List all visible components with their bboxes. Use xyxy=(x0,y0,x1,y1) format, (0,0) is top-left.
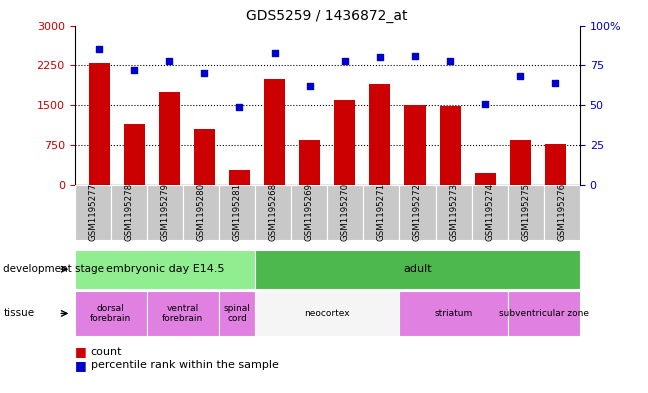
Text: striatum: striatum xyxy=(434,309,473,318)
Bar xyxy=(299,140,320,185)
Bar xyxy=(194,129,215,185)
Bar xyxy=(255,291,399,336)
Point xyxy=(305,83,315,89)
Bar xyxy=(264,79,285,185)
Bar xyxy=(159,92,180,185)
Point xyxy=(94,46,104,53)
Text: GSM1195271: GSM1195271 xyxy=(377,183,386,241)
Bar xyxy=(291,185,327,240)
Bar xyxy=(327,185,364,240)
Text: GSM1195277: GSM1195277 xyxy=(88,183,97,241)
Text: ventral
forebrain: ventral forebrain xyxy=(162,304,203,323)
Text: GSM1195281: GSM1195281 xyxy=(233,183,242,241)
Point xyxy=(270,50,280,56)
Text: embryonic day E14.5: embryonic day E14.5 xyxy=(106,264,224,274)
Point xyxy=(129,67,139,73)
Bar xyxy=(255,185,291,240)
Bar xyxy=(364,185,399,240)
Point xyxy=(410,53,420,59)
Text: adult: adult xyxy=(403,264,432,274)
Bar xyxy=(474,173,496,185)
Bar xyxy=(399,185,435,240)
Bar xyxy=(111,185,146,240)
Text: tissue: tissue xyxy=(3,309,34,318)
Text: GSM1195274: GSM1195274 xyxy=(485,183,494,241)
Point xyxy=(340,57,350,64)
Text: GSM1195280: GSM1195280 xyxy=(196,183,205,241)
Bar xyxy=(404,105,426,185)
Text: neocortex: neocortex xyxy=(305,309,350,318)
Bar xyxy=(369,84,391,185)
Text: GSM1195272: GSM1195272 xyxy=(413,183,422,241)
Text: GSM1195269: GSM1195269 xyxy=(305,183,314,241)
Bar xyxy=(219,185,255,240)
Text: dorsal
forebrain: dorsal forebrain xyxy=(90,304,132,323)
Bar xyxy=(75,291,146,336)
Bar xyxy=(545,144,566,185)
Text: GSM1195276: GSM1195276 xyxy=(557,183,566,241)
Text: GSM1195278: GSM1195278 xyxy=(124,183,133,241)
Text: ■: ■ xyxy=(75,345,86,358)
Bar xyxy=(435,185,472,240)
Text: ■: ■ xyxy=(75,359,86,372)
Bar xyxy=(510,140,531,185)
Text: GSM1195279: GSM1195279 xyxy=(160,183,169,241)
Bar xyxy=(508,185,544,240)
Point xyxy=(199,70,209,76)
Bar xyxy=(183,185,219,240)
Bar xyxy=(89,62,110,185)
Text: GSM1195270: GSM1195270 xyxy=(341,183,350,241)
Bar xyxy=(472,185,508,240)
Point xyxy=(164,57,174,64)
Point xyxy=(515,73,526,80)
Point xyxy=(235,104,245,110)
Text: subventricular zone: subventricular zone xyxy=(499,309,589,318)
Bar xyxy=(146,185,183,240)
Bar xyxy=(75,185,111,240)
Text: GSM1195273: GSM1195273 xyxy=(449,183,458,241)
Bar xyxy=(334,100,355,185)
Text: GSM1195275: GSM1195275 xyxy=(521,183,530,241)
Bar xyxy=(508,291,580,336)
Bar xyxy=(229,170,250,185)
Bar xyxy=(399,291,508,336)
Bar xyxy=(75,250,255,289)
Bar xyxy=(439,106,461,185)
Point xyxy=(480,100,491,107)
Text: GSM1195268: GSM1195268 xyxy=(268,183,277,241)
Bar xyxy=(219,291,255,336)
Point xyxy=(375,54,385,61)
Text: count: count xyxy=(91,347,122,357)
Bar xyxy=(146,291,219,336)
Bar xyxy=(544,185,580,240)
Title: GDS5259 / 1436872_at: GDS5259 / 1436872_at xyxy=(246,9,408,23)
Text: development stage: development stage xyxy=(3,264,104,274)
Point xyxy=(550,80,561,86)
Bar xyxy=(124,124,145,185)
Text: spinal
cord: spinal cord xyxy=(224,304,250,323)
Text: percentile rank within the sample: percentile rank within the sample xyxy=(91,360,279,371)
Bar xyxy=(255,250,580,289)
Point xyxy=(445,57,456,64)
